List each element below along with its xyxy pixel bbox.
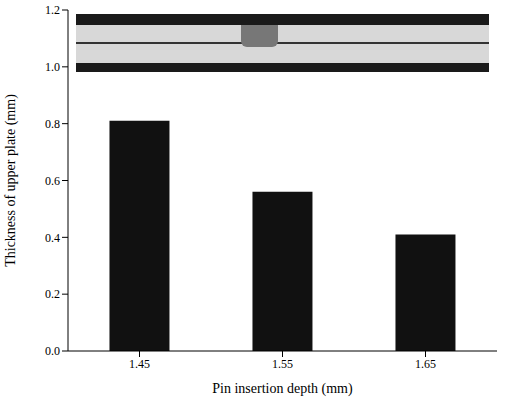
svg-text:Thickness of upper plate (mm): Thickness of upper plate (mm) [3,94,19,267]
svg-text:1.0: 1.0 [45,60,60,74]
svg-text:0.0: 0.0 [45,344,60,358]
svg-text:1.2: 1.2 [45,3,60,17]
svg-text:1.65: 1.65 [415,357,436,371]
svg-text:1.55: 1.55 [272,357,293,371]
svg-text:0.2: 0.2 [45,287,60,301]
svg-text:1.45: 1.45 [129,357,150,371]
svg-text:0.8: 0.8 [45,117,60,131]
svg-text:0.4: 0.4 [45,231,60,245]
svg-text:0.6: 0.6 [45,174,60,188]
svg-text:Pin insertion depth (mm): Pin insertion depth (mm) [212,381,353,397]
